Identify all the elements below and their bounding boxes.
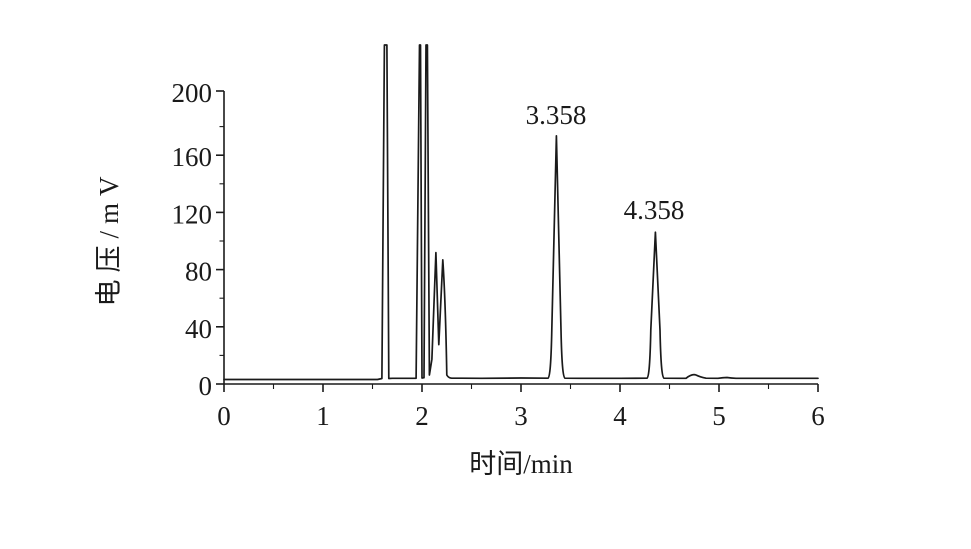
- svg-text:3: 3: [514, 401, 528, 431]
- svg-text:3.358: 3.358: [526, 100, 587, 130]
- svg-text:4: 4: [613, 401, 627, 431]
- svg-text:4.358: 4.358: [624, 195, 685, 225]
- svg-text:0: 0: [217, 401, 231, 431]
- svg-text:0: 0: [199, 371, 213, 401]
- svg-text:40: 40: [185, 314, 212, 344]
- svg-text:时间/min: 时间/min: [469, 449, 573, 479]
- svg-text:电压/mV: 电压/mV: [94, 169, 124, 306]
- svg-text:2: 2: [415, 401, 429, 431]
- svg-text:1: 1: [316, 401, 330, 431]
- svg-text:160: 160: [172, 142, 213, 172]
- svg-text:80: 80: [185, 257, 212, 287]
- svg-text:5: 5: [712, 401, 726, 431]
- svg-text:6: 6: [811, 401, 825, 431]
- svg-text:120: 120: [172, 199, 213, 229]
- svg-text:200: 200: [172, 78, 213, 108]
